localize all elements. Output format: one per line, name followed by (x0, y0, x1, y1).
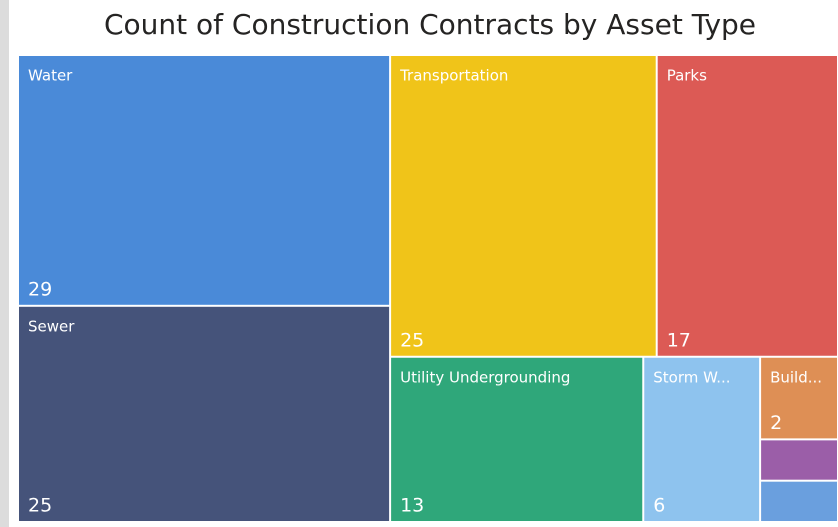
tile (657, 56, 837, 356)
tile-label: Transportation (399, 67, 508, 85)
value-label: 25 (400, 329, 424, 351)
tile (644, 357, 760, 521)
tile-label: Storm W... (653, 368, 730, 386)
tile-label: Parks (667, 67, 707, 85)
tile (19, 56, 390, 305)
tile-label: Build... (770, 368, 822, 386)
value-label: 6 (653, 495, 665, 517)
tile (391, 357, 643, 521)
tile (391, 56, 656, 356)
tile (761, 357, 837, 439)
value-label: 2 (770, 412, 782, 434)
chart-title: Count of Construction Contracts by Asset… (104, 8, 756, 41)
value-label: 25 (28, 495, 52, 517)
tile (761, 481, 837, 521)
value-label: 17 (667, 329, 691, 351)
tile-label: Utility Undergrounding (400, 368, 570, 386)
side-bar (0, 0, 9, 527)
tile (761, 440, 837, 480)
tile (19, 306, 390, 521)
value-label: 13 (400, 495, 424, 517)
tile-label: Sewer (28, 317, 75, 335)
value-label: 29 (28, 278, 52, 300)
tile-label: Water (28, 67, 73, 85)
